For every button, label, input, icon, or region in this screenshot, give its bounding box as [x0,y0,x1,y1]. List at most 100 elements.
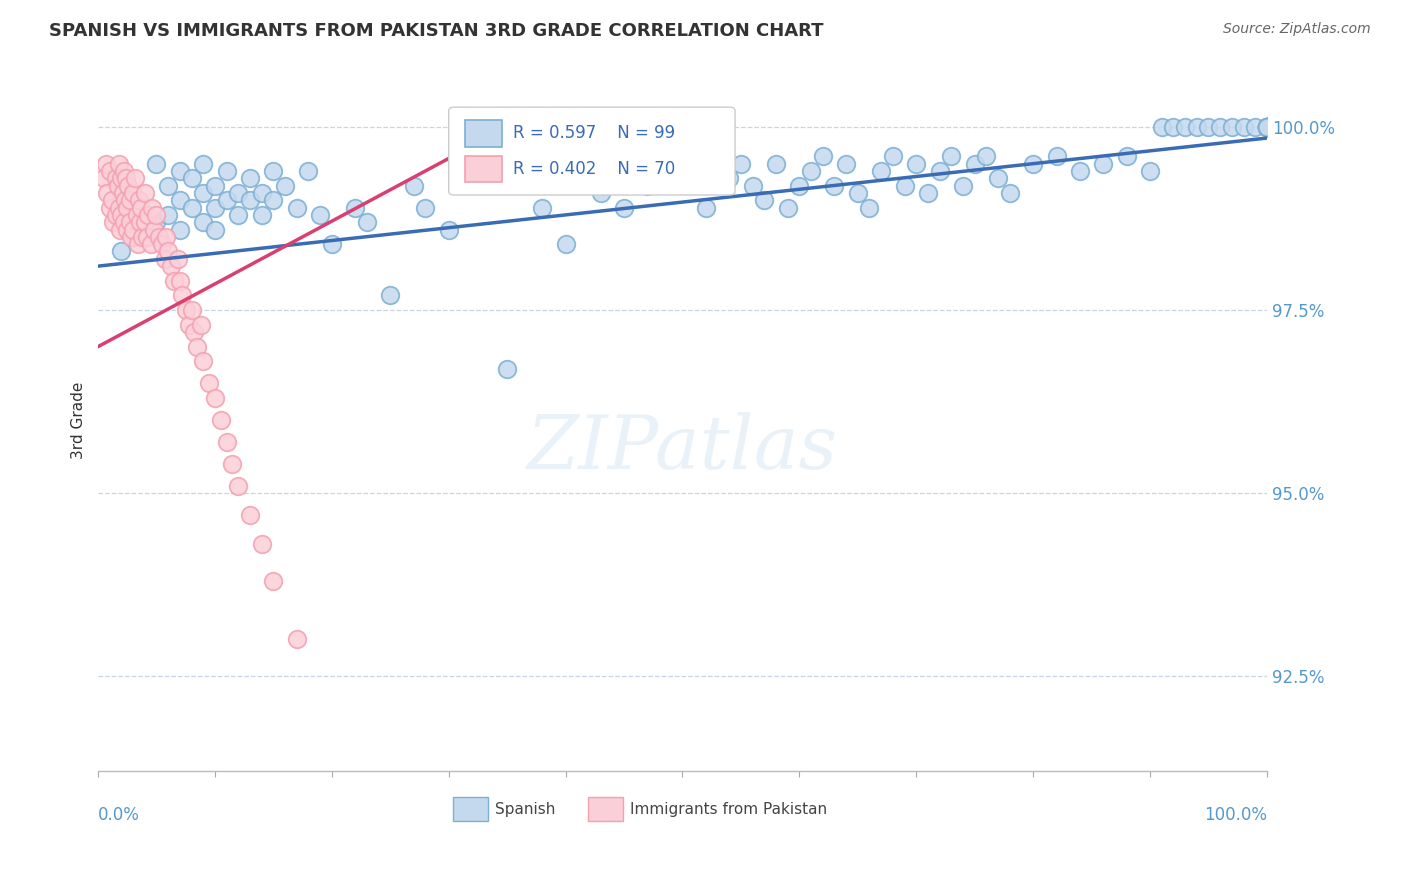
Y-axis label: 3rd Grade: 3rd Grade [72,381,86,458]
Point [180,303,202,318]
Point [193,354,215,368]
Point [1256,120,1278,134]
Point [131,230,153,244]
Point [437,222,460,236]
Point [415,201,437,215]
Point [1163,120,1185,134]
Point [104,171,127,186]
Point [129,201,152,215]
Point [111,186,134,200]
Point [122,230,145,244]
Point [118,215,141,229]
Point [215,434,238,449]
Point [110,244,132,259]
Point [285,201,308,215]
Point [174,303,197,318]
Point [118,194,141,208]
Point [1092,156,1115,170]
Point [858,201,880,215]
Point [250,208,273,222]
Text: Immigrants from Pakistan: Immigrants from Pakistan [630,802,827,816]
Point [124,171,146,186]
Point [169,274,191,288]
Point [344,201,367,215]
Point [163,274,186,288]
Point [1045,149,1067,163]
Point [169,194,191,208]
Point [166,252,188,266]
FancyBboxPatch shape [465,120,502,146]
Point [998,186,1021,200]
Point [93,171,115,186]
Point [776,201,799,215]
Point [239,194,262,208]
Point [765,156,787,170]
Point [1256,120,1278,134]
Point [250,537,273,551]
Point [1174,120,1197,134]
Point [108,201,131,215]
Point [117,222,139,236]
Point [114,194,136,208]
Point [193,186,215,200]
Point [172,288,194,302]
Point [204,201,226,215]
Point [554,237,576,252]
Point [1185,120,1208,134]
Point [134,230,156,244]
Point [262,194,284,208]
Point [356,215,378,229]
Point [250,186,273,200]
Point [226,208,249,222]
Point [309,208,332,222]
Point [987,171,1010,186]
Point [811,149,834,163]
Point [112,164,135,178]
Point [297,164,319,178]
Point [136,208,159,222]
Point [531,201,554,215]
FancyBboxPatch shape [449,107,735,195]
Point [496,361,519,376]
Point [1197,120,1219,134]
Point [963,156,986,170]
Point [1256,120,1278,134]
Point [180,171,202,186]
Point [180,201,202,215]
Point [221,457,243,471]
Point [127,237,149,252]
Point [215,194,238,208]
Point [1256,120,1278,134]
Point [145,156,167,170]
Point [120,230,142,244]
Point [193,156,215,170]
Point [823,178,845,193]
Point [589,186,612,200]
Point [157,244,180,259]
Point [1244,120,1267,134]
Point [239,508,262,522]
Point [209,413,232,427]
Point [150,237,173,252]
Point [941,149,963,163]
Text: SPANISH VS IMMIGRANTS FROM PAKISTAN 3RD GRADE CORRELATION CHART: SPANISH VS IMMIGRANTS FROM PAKISTAN 3RD … [49,22,824,40]
Point [148,230,170,244]
Point [143,222,166,236]
Point [928,164,950,178]
Point [917,186,939,200]
Point [103,215,125,229]
Point [204,391,226,405]
Point [134,208,156,222]
Point [321,237,343,252]
Point [274,178,297,193]
Point [262,164,284,178]
Point [141,201,163,215]
Text: 0.0%: 0.0% [98,806,141,824]
Point [153,252,176,266]
Point [1256,120,1278,134]
Point [1220,120,1243,134]
Point [1022,156,1045,170]
Point [96,186,118,200]
Point [1139,164,1161,178]
Point [1069,164,1091,178]
